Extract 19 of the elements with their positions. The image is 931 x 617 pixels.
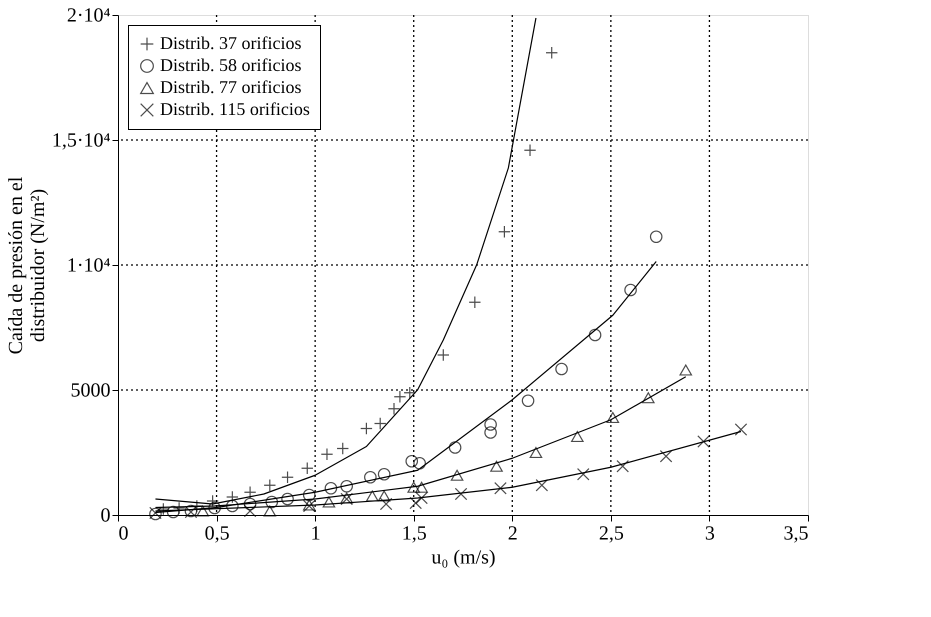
x-tick-label: 2 <box>508 522 518 544</box>
x-tick-label: 1 <box>310 522 321 544</box>
x-tick-label: 3 <box>704 522 715 544</box>
x-tick-label: 1,5 <box>402 522 427 544</box>
x-tick-label: 0 <box>118 522 128 544</box>
y-tick-label: 5000 <box>70 380 110 402</box>
y-tick-label: 2·10⁴ <box>66 4 111 26</box>
y-axis-title: Caída de presión en el distribuidor (N/m²) <box>4 176 49 354</box>
legend-label: Distrib. 77 orificios <box>160 77 302 97</box>
y-tick-label: 1·10⁴ <box>66 254 111 276</box>
x-tick-label: 2,5 <box>598 522 624 544</box>
legend-label: Distrib. 58 orificios <box>160 55 302 75</box>
y-tick-label: 0 <box>100 504 110 526</box>
legend-label: Distrib. 37 orificios <box>160 33 302 53</box>
y-tick-label: 1,5·10⁴ <box>52 130 111 152</box>
x-tick-label: 3,5 <box>784 522 808 544</box>
legend-label: Distrib. 115 orificios <box>160 99 310 119</box>
x-axis-title: u₀ (m/s) <box>431 546 496 568</box>
x-tick-label: 0,5 <box>204 522 230 544</box>
